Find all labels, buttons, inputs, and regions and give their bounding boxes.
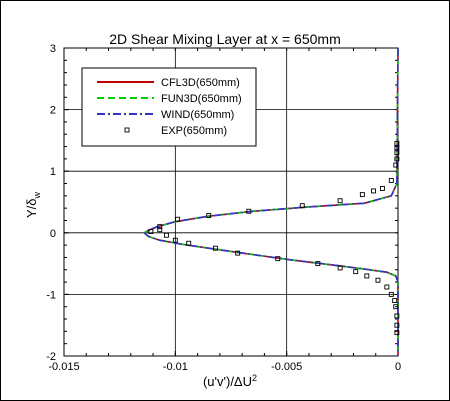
exp-marker [148,229,154,235]
exp-marker [299,203,305,209]
exp-marker [392,298,398,304]
exp-marker [337,265,343,271]
exp-marker [394,322,400,328]
exp-marker [206,213,212,219]
exp-marker [394,150,400,156]
exp-marker [393,304,399,310]
exp-marker [337,198,343,204]
y-tick-label: 3 [50,43,56,55]
exp-marker [388,291,394,297]
exp-marker [212,245,218,251]
exp-marker [393,162,399,168]
exp-marker [394,313,400,319]
exp-marker [384,284,390,290]
exp-marker [371,188,376,194]
y-tick-label: 0 [50,228,56,240]
y-tick-label: 2 [50,105,56,117]
exp-marker [379,185,385,191]
exp-marker [157,227,163,233]
exp-marker [235,250,241,256]
axis-ticks: -0.015 -0.01 -0.005 0 -2 -1 0 1 2 3 [46,43,401,373]
exp-marker [157,224,163,230]
legend-swatch [124,127,130,133]
series-line [143,47,399,356]
exp-marker [275,256,281,262]
x-tick-label: -0.01 [163,361,188,373]
x-tick-label: -0.005 [271,361,302,373]
exp-marker [246,208,252,214]
legend-label: FUN3D(650mm) [161,93,242,105]
x-axis-label: (u'v')/ΔU2 [203,373,257,389]
y-tick-label: -1 [46,289,56,301]
exp-marker [364,273,370,279]
exp-marker [172,237,178,243]
exp-marker [353,269,359,275]
y-tick-label: -2 [46,351,56,363]
exp-marker [186,240,192,246]
x-tick-label: 0 [395,361,401,373]
legend-label: CFL3D(650mm) [161,77,240,89]
y-tick-label: 1 [50,166,56,178]
plot-area [63,47,399,357]
exp-marker [175,216,181,222]
series-layer [143,47,400,356]
exp-marker [163,232,169,238]
y-axis-label: Y/δw [24,191,42,218]
legend-box [81,67,257,147]
chart-title: 2D Shear Mixing Layer at x = 650mm [109,31,341,47]
exp-marker [394,330,400,336]
legend-label: EXP(650mm) [161,125,227,137]
legend-label: WIND(650mm) [161,109,234,121]
exp-marker [375,277,381,283]
exp-marker [388,177,394,183]
exp-marker [315,261,321,267]
x-tick-label: -0.015 [48,361,79,373]
exp-marker [359,192,365,198]
exp-marker [394,145,400,151]
exp-marker [394,156,400,162]
legend: CFL3D(650mm) FUN3D(650mm) WIND(650mm) EXP(6… [81,67,257,147]
